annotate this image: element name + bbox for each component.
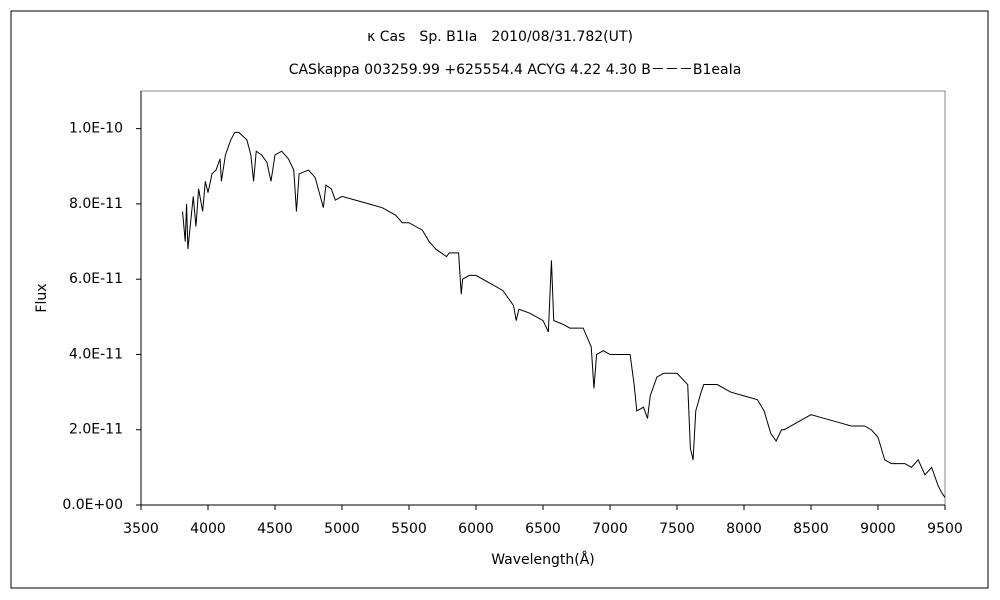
x-tick-label: 4000 [190, 521, 226, 537]
y-tick-label: 6.0E-11 [69, 271, 123, 287]
chart-title: κ Cas Sp. B1Ia 2010/08/31.782(UT) [367, 29, 633, 45]
x-tick-label: 3500 [123, 521, 159, 537]
x-tick-label: 4500 [257, 521, 293, 537]
x-tick-label: 8500 [793, 521, 829, 537]
x-tick-label: 8000 [726, 521, 762, 537]
x-tick-label: 5500 [391, 521, 427, 537]
y-tick-label: 2.0E-11 [69, 422, 123, 438]
spectrum-line [182, 131, 946, 498]
y-tick-label: 4.0E-11 [69, 346, 123, 362]
chart-subtitle: CASkappa 003259.99 +625554.4 ACYG 4.22 4… [289, 62, 742, 78]
x-tick-label: 6500 [525, 521, 561, 537]
x-tick-label: 9000 [860, 521, 896, 537]
x-tick-label: 7000 [592, 521, 628, 537]
x-axis-label: Wavelength(Å) [491, 551, 595, 568]
x-tick-label: 7500 [659, 521, 695, 537]
x-tick-label: 5000 [324, 521, 360, 537]
y-axis-label: Flux [34, 283, 50, 312]
plot-area [140, 90, 946, 506]
y-tick-label: 8.0E-11 [69, 196, 123, 212]
y-tick-label: 0.0E+00 [62, 497, 123, 513]
x-tick-label: 9500 [927, 521, 963, 537]
x-tick-label: 6000 [458, 521, 494, 537]
y-tick-label: 1.0E-10 [69, 121, 123, 137]
